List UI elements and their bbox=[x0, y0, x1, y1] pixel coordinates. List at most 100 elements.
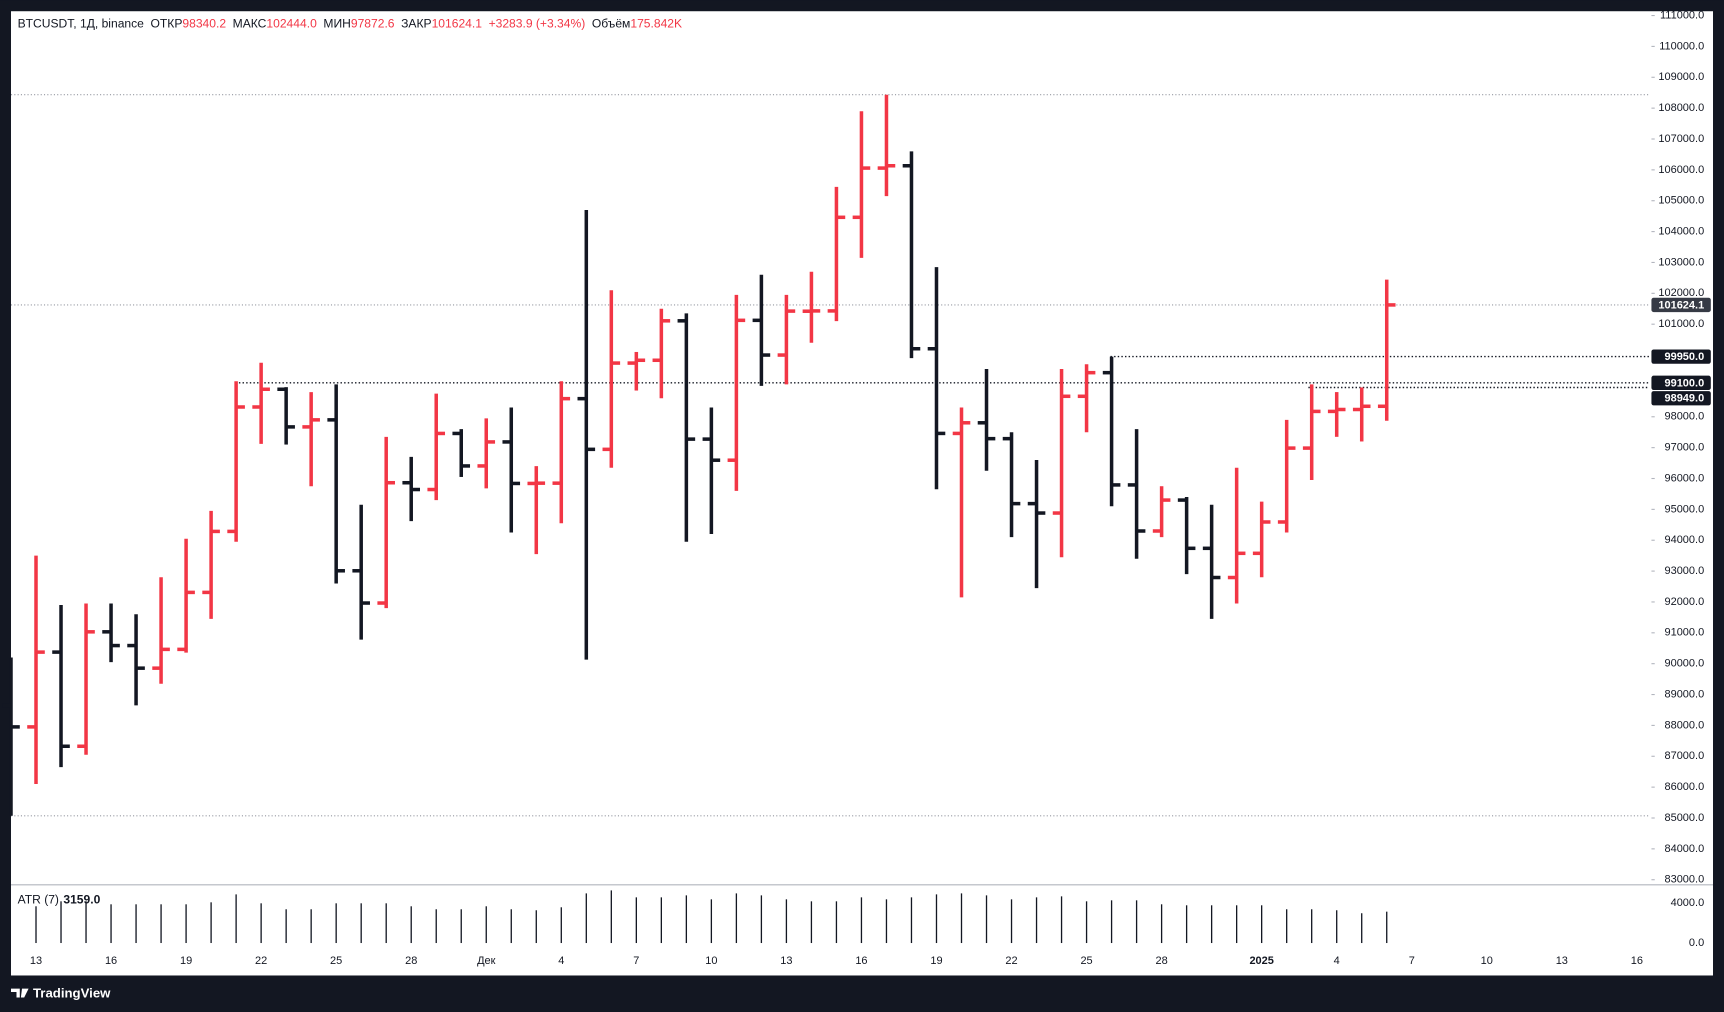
ohlc-bar bbox=[852, 111, 871, 258]
ohlc-bar bbox=[552, 381, 571, 524]
price-label: 99100.0 bbox=[1664, 377, 1704, 389]
ohlc-bar bbox=[477, 418, 496, 489]
ohlc-bar bbox=[202, 510, 220, 619]
ohlc-bar bbox=[827, 186, 846, 322]
y-tick-label: 95000.0 bbox=[1664, 503, 1704, 515]
atr-name: ATR (7) bbox=[18, 893, 59, 907]
ohlc-bar bbox=[727, 294, 746, 491]
high-label: МАКС bbox=[233, 17, 267, 31]
y-tick-label: 94000.0 bbox=[1664, 534, 1704, 546]
ohlc-bar bbox=[1002, 432, 1021, 538]
x-tick-label: 25 bbox=[1080, 955, 1092, 967]
atr-value: 3159.0 bbox=[63, 893, 100, 907]
x-tick-label: 16 bbox=[855, 955, 867, 967]
ohlc-bar bbox=[927, 267, 946, 490]
ohlc-bar bbox=[752, 274, 771, 386]
y-tick-label: 110000.0 bbox=[1659, 40, 1704, 52]
ohlc-bar bbox=[702, 407, 721, 535]
ohlc-bar bbox=[902, 151, 921, 359]
price-label: 98949.0 bbox=[1664, 393, 1704, 405]
x-tick-label: 13 bbox=[780, 955, 792, 967]
x-tick-label: 19 bbox=[930, 955, 942, 967]
ohlc-bar bbox=[352, 504, 370, 640]
price-label-box bbox=[1651, 391, 1711, 406]
ohlc-bar bbox=[1177, 497, 1196, 575]
y-tick-label: 92000.0 bbox=[1664, 596, 1704, 608]
open-label: ОТКР bbox=[151, 17, 183, 31]
logo: TradingView bbox=[10, 986, 111, 1001]
ohlc-bar bbox=[677, 313, 696, 542]
volume-value: 175.842K bbox=[630, 17, 682, 31]
ohlc-bar bbox=[252, 362, 270, 444]
ohlc-bar bbox=[402, 456, 421, 522]
ohlc-bar bbox=[127, 614, 145, 706]
ohlc-bar bbox=[1152, 486, 1171, 538]
ohlc-bar bbox=[102, 603, 120, 663]
close-label: ЗАКР bbox=[401, 17, 431, 31]
y-tick-label: 98000.0 bbox=[1664, 411, 1704, 423]
ohlc-bar bbox=[227, 381, 245, 542]
ohlc-bar bbox=[377, 436, 395, 609]
logo-text: TradingView bbox=[33, 986, 111, 1001]
y-tick-label: 97000.0 bbox=[1664, 442, 1704, 454]
ohlc-bar bbox=[877, 94, 896, 197]
y-tick-label: 106000.0 bbox=[1658, 164, 1704, 176]
ohlc-bar bbox=[1202, 504, 1221, 619]
x-tick-label: 16 bbox=[105, 955, 117, 967]
ohlc-bar bbox=[302, 392, 320, 487]
y-tick-label: 104000.0 bbox=[1658, 226, 1704, 238]
atr-tick-label: 4000.0 bbox=[1671, 897, 1705, 909]
ohlc-bar bbox=[77, 603, 95, 755]
legend: BTCUSDT, 1Д, binance ОТКР98340.2 МАКС10244… bbox=[18, 17, 682, 31]
x-tick-label: 22 bbox=[255, 955, 267, 967]
close-value: 101624.1 bbox=[432, 17, 483, 31]
y-tick-label: 107000.0 bbox=[1658, 133, 1704, 145]
price-label: 101624.1 bbox=[1658, 299, 1704, 311]
y-tick-label: 88000.0 bbox=[1664, 719, 1704, 731]
ohlc-bar bbox=[27, 555, 45, 785]
x-tick-label: 25 bbox=[330, 955, 342, 967]
ohlc-bar bbox=[327, 384, 345, 584]
ohlc-bar bbox=[527, 466, 546, 555]
y-tick-label: 111000.0 bbox=[1660, 9, 1704, 21]
y-tick-label: 87000.0 bbox=[1664, 750, 1704, 762]
ohlc-bar bbox=[502, 407, 521, 533]
ohlc-bar bbox=[1227, 467, 1246, 604]
x-tick-label: Дек bbox=[477, 955, 496, 967]
x-tick-label: 13 bbox=[1556, 955, 1568, 967]
low-value: 97872.6 bbox=[351, 17, 395, 31]
price-label-box bbox=[1651, 375, 1711, 390]
ohlc-bar bbox=[1102, 356, 1121, 507]
x-tick-label: 7 bbox=[1409, 955, 1415, 967]
y-tick-label: 91000.0 bbox=[1664, 627, 1704, 639]
ohlc-bar bbox=[1127, 429, 1146, 559]
x-tick-label: 16 bbox=[1631, 955, 1643, 967]
ohlc-bar bbox=[52, 605, 70, 768]
ohlc-bar bbox=[627, 351, 646, 391]
y-tick-label: 89000.0 bbox=[1664, 688, 1704, 700]
x-tick-label: 28 bbox=[1156, 955, 1168, 967]
price-label-box bbox=[1651, 349, 1711, 364]
x-tick-label: 13 bbox=[30, 955, 42, 967]
ohlc-bar bbox=[1077, 364, 1096, 433]
ohlc-bar bbox=[1277, 419, 1296, 533]
ohlc-bar bbox=[452, 429, 471, 477]
atr-legend: ATR (7) 3159.0 bbox=[18, 893, 101, 907]
ohlc-bar bbox=[1027, 459, 1046, 589]
price-label-box bbox=[1651, 297, 1711, 313]
y-tick-label: 109000.0 bbox=[1658, 71, 1704, 83]
high-value: 102444.0 bbox=[266, 17, 317, 31]
y-tick-label: 86000.0 bbox=[1664, 781, 1704, 793]
ohlc-bar bbox=[977, 368, 996, 471]
x-tick-label: 19 bbox=[180, 955, 192, 967]
change: +3283.9 (+3.34%) bbox=[489, 17, 586, 31]
logo-icon bbox=[10, 988, 29, 998]
y-tick-label: 96000.0 bbox=[1664, 472, 1704, 484]
y-tick-label: 85000.0 bbox=[1664, 812, 1704, 824]
x-tick-label: 10 bbox=[705, 955, 717, 967]
low-label: МИН bbox=[323, 17, 350, 31]
ohlc-bar bbox=[1252, 501, 1271, 578]
x-tick-label: 4 bbox=[1334, 955, 1340, 967]
